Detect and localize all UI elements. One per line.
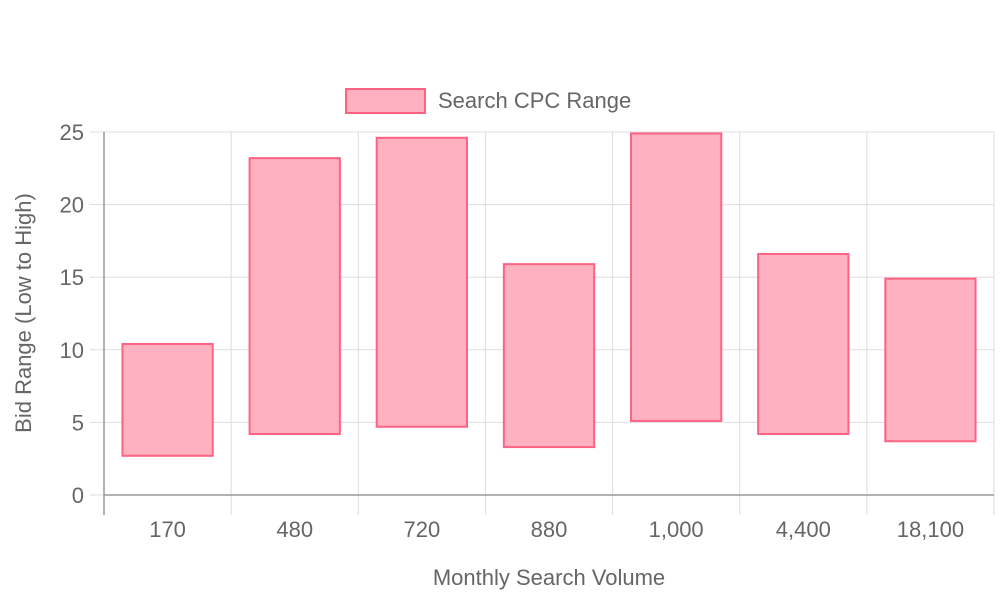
range-bar[interactable] <box>630 132 723 422</box>
x-axis-title: Monthly Search Volume <box>433 565 665 590</box>
x-tick-label: 170 <box>149 517 186 542</box>
legend-label: Search CPC Range <box>438 88 631 113</box>
range-bar[interactable] <box>375 136 468 428</box>
y-axis-title: Bid Range (Low to High) <box>11 193 36 433</box>
x-tick-label: 18,100 <box>897 517 964 542</box>
range-bar[interactable] <box>884 277 977 443</box>
x-tick-label: 1,000 <box>649 517 704 542</box>
x-tick-label: 480 <box>276 517 313 542</box>
legend-swatch <box>345 88 426 114</box>
x-tick-label: 720 <box>403 517 440 542</box>
range-bar[interactable] <box>248 157 341 436</box>
range-bar[interactable] <box>757 252 850 436</box>
y-tick-label: 0 <box>72 483 84 508</box>
x-tick-label: 880 <box>531 517 568 542</box>
x-tick-label: 4,400 <box>776 517 831 542</box>
y-tick-label: 25 <box>60 120 84 145</box>
axis-layer: 0 5 10 15 20 25 170 480 720 880 1,000 4,400 18,100 <box>60 120 994 542</box>
y-tick-label: 10 <box>60 338 84 363</box>
range-bar[interactable] <box>121 342 214 457</box>
legend[interactable]: Search CPC Range <box>345 88 631 114</box>
range-bar[interactable] <box>502 263 596 449</box>
y-tick-label: 15 <box>60 265 84 290</box>
y-tick-label: 20 <box>60 193 84 218</box>
y-tick-label: 5 <box>72 410 84 435</box>
bar-layer <box>121 132 977 457</box>
